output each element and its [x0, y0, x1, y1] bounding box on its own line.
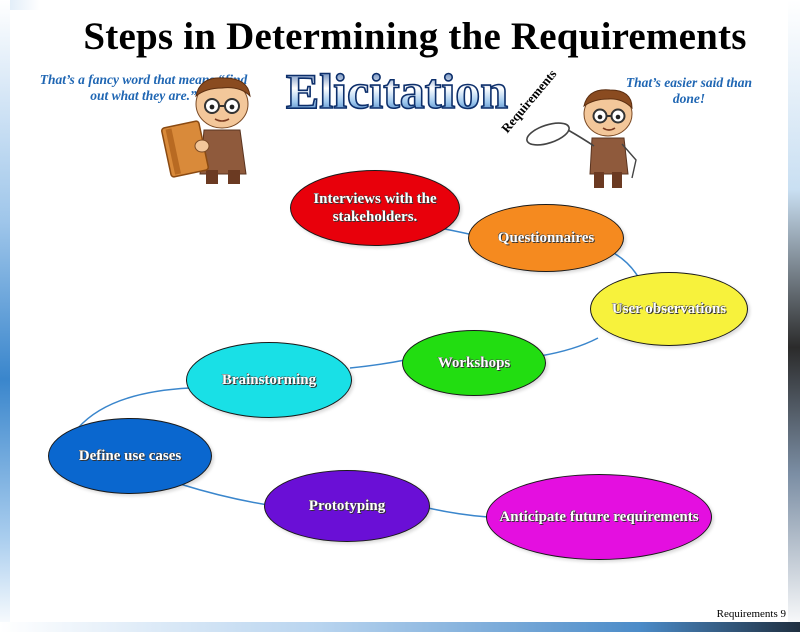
frame-bottom-border [0, 622, 800, 632]
person-holding-book-icon [161, 77, 251, 184]
node-workshops-label: Workshops [437, 355, 511, 371]
connector-usecases-prototyping [179, 483, 269, 506]
node-user-observations-label: User observations [611, 301, 727, 317]
connector-brainstorming-usecases [77, 387, 191, 429]
note-right: That’s easier said than done! [625, 75, 753, 106]
node-prototyping-label: Prototyping [308, 498, 386, 514]
note-left: That’s a fancy word that means “find out… [39, 72, 248, 103]
node-anticipate-future-label: Anticipate future requirements [499, 509, 699, 525]
connector-prototyping-anticipate [427, 507, 489, 518]
node-define-use-cases: Define use cases [48, 418, 212, 494]
wordart-title: Elicitation [285, 62, 509, 120]
node-interviews: Interviews with the stakeholders. [290, 170, 460, 246]
frame-left-border [0, 0, 10, 632]
node-brainstorming-label: Brainstorming [221, 372, 317, 388]
wordart-text: Elicitation [286, 63, 508, 119]
node-workshops: Workshops [402, 330, 546, 396]
frame-right-border [788, 0, 800, 632]
node-anticipate-future: Anticipate future requirements [486, 474, 712, 560]
frame-top-corner [0, 0, 40, 10]
node-interviews-label: Interviews with the stakeholders. [313, 191, 437, 225]
person-with-lasso-icon [526, 89, 637, 188]
node-define-use-cases-label: Define use cases [78, 448, 182, 464]
node-prototyping: Prototyping [264, 470, 430, 542]
node-questionnaires-label: Questionnaires [497, 230, 595, 246]
slide-title: Steps in Determining the Requirements [83, 15, 747, 58]
connector-workshops-brainstorming [349, 359, 406, 369]
slide-footer: Requirements 9 [716, 608, 786, 620]
connector-observations-workshops [539, 337, 599, 357]
node-brainstorming: Brainstorming [186, 342, 352, 418]
node-questionnaires: Questionnaires [468, 204, 624, 272]
node-user-observations: User observations [590, 272, 748, 346]
